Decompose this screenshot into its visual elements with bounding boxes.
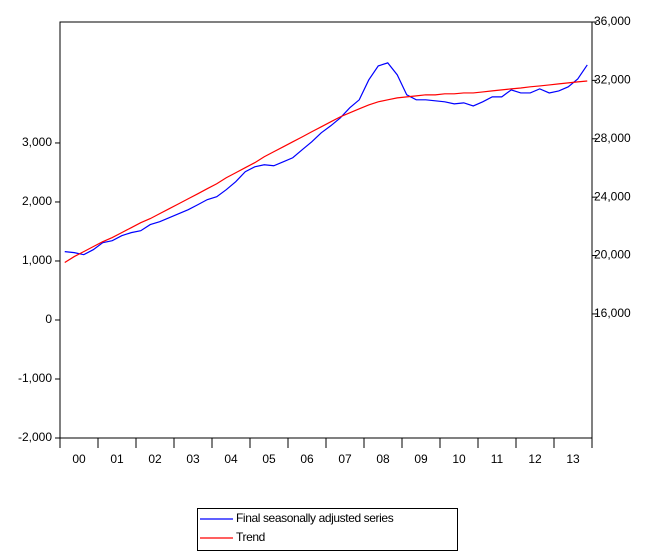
y-tick-label: 0 xyxy=(45,312,52,326)
y-tick-label: -2,000 xyxy=(18,430,52,444)
y-tick-label: 2,000 xyxy=(22,194,52,208)
x-tick-label: 13 xyxy=(566,452,580,466)
y-tick-label: 3,000 xyxy=(22,135,52,149)
y2-tick-label: 24,000 xyxy=(594,189,631,203)
x-tick-label: 10 xyxy=(452,452,466,466)
y2-tick-label: 16,000 xyxy=(594,306,631,320)
x-tick-label: 08 xyxy=(376,452,390,466)
x-tick-label: 06 xyxy=(300,452,314,466)
x-tick-label: 05 xyxy=(262,452,276,466)
y-tick-label: -1,000 xyxy=(18,371,52,385)
y2-tick-label: 36,000 xyxy=(594,14,631,28)
x-tick-label: 09 xyxy=(414,452,428,466)
x-tick-label: 11 xyxy=(491,452,504,466)
y2-tick-label: 20,000 xyxy=(594,248,631,262)
y-tick-label: 1,000 xyxy=(22,253,52,267)
x-tick-label: 00 xyxy=(72,452,86,466)
plot-frame xyxy=(59,21,593,439)
x-tick-label: 02 xyxy=(148,452,162,466)
legend-label: Final seasonally adjusted series xyxy=(236,511,394,525)
x-tick-label: 07 xyxy=(338,452,352,466)
x-tick-label: 12 xyxy=(528,452,542,466)
x-tick-label: 04 xyxy=(224,452,238,466)
x-tick-label: 01 xyxy=(110,452,124,466)
legend-box xyxy=(197,508,458,551)
y2-tick-label: 28,000 xyxy=(594,131,631,145)
legend-label: Trend xyxy=(236,530,265,544)
series-line xyxy=(64,62,588,256)
y2-tick-label: 32,000 xyxy=(594,73,631,87)
series-line xyxy=(64,80,588,264)
x-tick-label: 03 xyxy=(186,452,200,466)
